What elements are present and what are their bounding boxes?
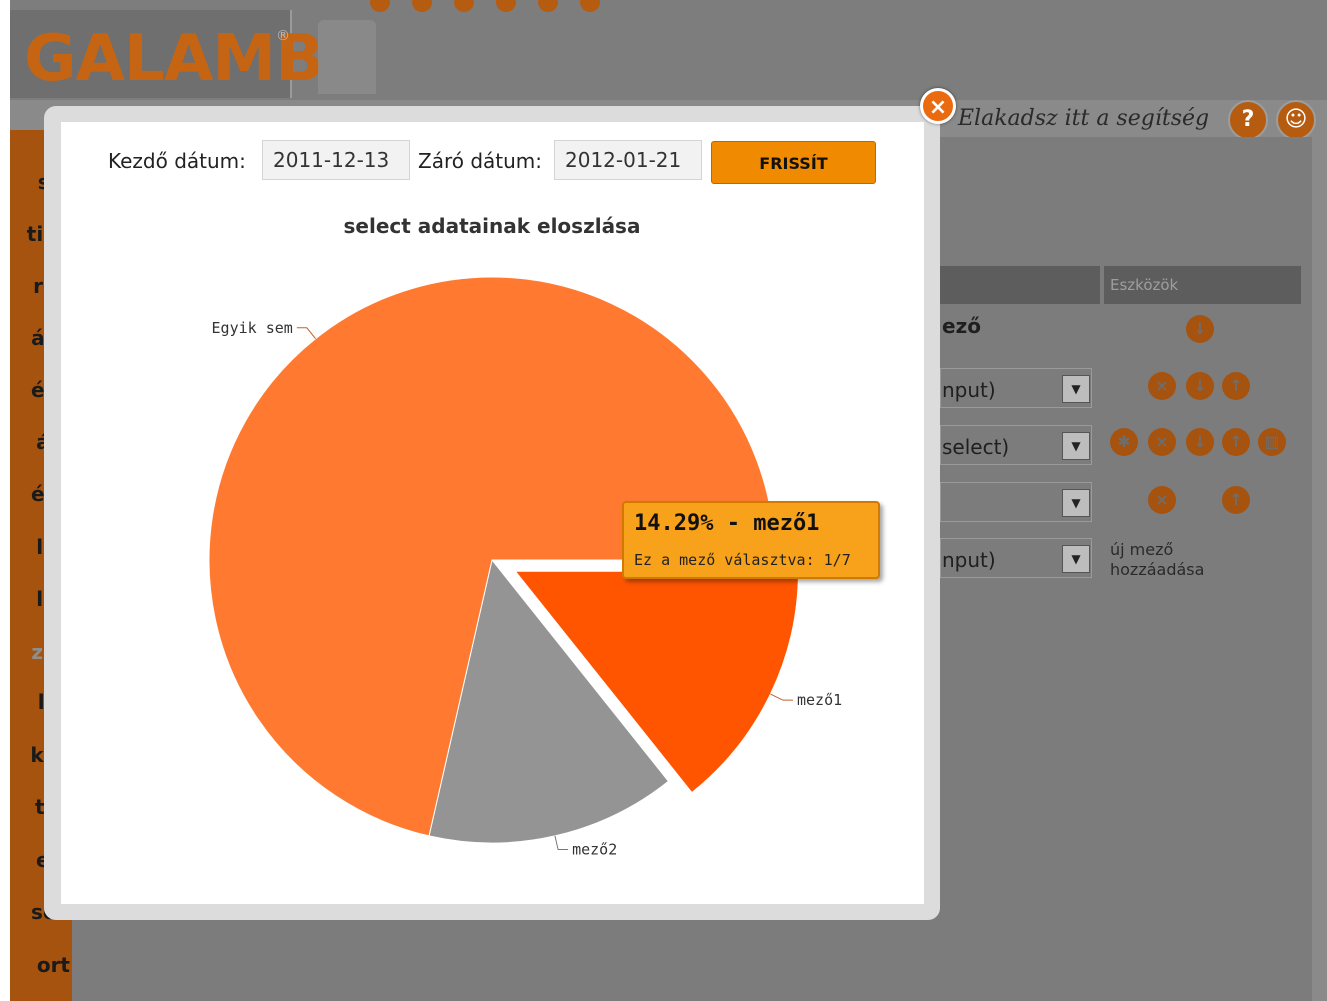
field-row-type: nput)	[942, 548, 996, 572]
help-icon[interactable]: ?	[1228, 100, 1268, 140]
logo-text: GALAMB	[24, 22, 324, 96]
start-date-label: Kezdő dátum:	[108, 149, 246, 173]
delete-icon[interactable]: ×	[1148, 486, 1176, 514]
nav-item[interactable]	[496, 0, 516, 14]
field-row-dropdown[interactable]: ▼	[1062, 375, 1090, 403]
left-border	[0, 0, 10, 1001]
tooltip-title: 14.29% - mező1	[634, 511, 820, 536]
field-row-input[interactable]	[940, 425, 1092, 465]
nav-item[interactable]	[454, 0, 474, 14]
tooltip-subtitle: Ez a mező választva: 1/7	[634, 551, 851, 569]
nav-icon	[412, 0, 432, 12]
pie-label: mező1	[797, 691, 842, 709]
video-help-icon[interactable]: ☺	[1276, 100, 1316, 140]
logo[interactable]: GALAMB ®	[10, 10, 324, 98]
move-down-icon[interactable]: ↓	[1186, 372, 1214, 400]
field-row-type: select)	[942, 435, 1010, 459]
nav-icon	[538, 0, 558, 12]
sidebar-item[interactable]: ort	[36, 953, 70, 977]
refresh-button[interactable]: FRISSÍT	[711, 141, 876, 184]
field-row-dropdown[interactable]: ▼	[1062, 432, 1090, 460]
pie-label-connector	[296, 327, 316, 340]
start-date-input[interactable]	[262, 140, 410, 180]
nav-item[interactable]	[580, 0, 600, 14]
pie-slice-mező1[interactable]	[514, 570, 799, 794]
move-down-icon[interactable]: ↓	[1186, 428, 1214, 456]
nav-item[interactable]	[370, 0, 390, 14]
move-up-icon[interactable]: ↑	[1222, 486, 1250, 514]
pie-label: Egyik sem	[212, 319, 293, 337]
move-up-icon[interactable]: ↑	[1222, 372, 1250, 400]
end-date-label: Záró dátum:	[418, 149, 543, 173]
table-header-tools: Eszközök	[1104, 266, 1301, 304]
chart-title: select adatainak eloszlása	[343, 214, 641, 238]
field-row-input[interactable]	[940, 368, 1092, 408]
top-navigation	[370, 0, 600, 14]
add-field-line2: hozzáadása	[1110, 560, 1205, 579]
add-field-line1: új mező	[1110, 540, 1174, 559]
field-row-dropdown[interactable]: ▼	[1062, 489, 1090, 517]
add-field-link[interactable]: új mező hozzáadása	[1110, 540, 1204, 580]
field-row-input[interactable]	[940, 482, 1092, 522]
move-up-icon[interactable]: ↑	[1222, 428, 1250, 456]
pie-labels: mező1 mező2 Egyik sem	[212, 319, 843, 859]
registered-mark: ®	[276, 28, 290, 44]
settings-icon[interactable]: ✱	[1110, 428, 1138, 456]
table-header-field	[940, 266, 1100, 304]
logo-ghost-graphic	[318, 20, 376, 94]
pie-label: mező2	[572, 841, 617, 859]
pie-label-connector	[770, 693, 794, 701]
field-row-dropdown[interactable]: ▼	[1062, 545, 1090, 573]
chart-icon[interactable]: ▥	[1258, 428, 1286, 456]
move-down-icon[interactable]: ↓	[1186, 315, 1214, 343]
nav-item[interactable]	[412, 0, 432, 14]
pie-slice-egyik-sem[interactable]	[208, 276, 776, 837]
help-hint-text: Elakadsz itt a segítség	[958, 106, 1210, 131]
delete-icon[interactable]: ×	[1148, 372, 1176, 400]
nav-icon	[580, 0, 600, 12]
pie-slices	[208, 276, 799, 844]
close-icon[interactable]: ×	[920, 88, 956, 124]
nav-icon	[370, 0, 390, 12]
field-row-input[interactable]	[940, 538, 1092, 578]
chart-tooltip: 14.29% - mező1 Ez a mező választva: 1/7	[622, 501, 880, 579]
field-column-label: ező	[942, 314, 981, 338]
nav-icon	[454, 0, 474, 12]
nav-icon	[496, 0, 516, 12]
pie-slice-mező2[interactable]	[428, 558, 670, 844]
field-row-type: nput)	[942, 378, 996, 402]
delete-icon[interactable]: ×	[1148, 428, 1176, 456]
pie-chart: mező1 mező2 Egyik sem	[208, 276, 843, 859]
nav-item[interactable]	[538, 0, 558, 14]
pie-label-connector	[554, 835, 569, 851]
end-date-input[interactable]	[554, 140, 702, 180]
tools-header-label: Eszközök	[1110, 276, 1179, 294]
